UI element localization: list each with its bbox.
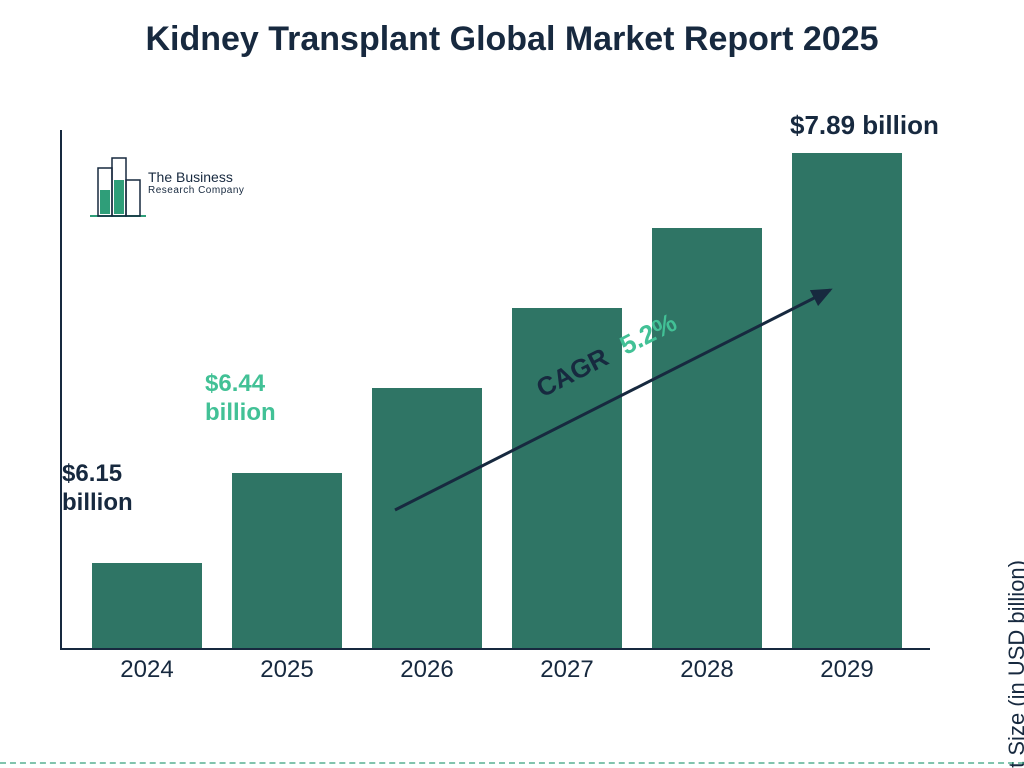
x-axis-label: 2027 xyxy=(497,656,637,684)
x-labels-container: 202420252026202720282029 xyxy=(60,650,930,690)
value-label: $6.15billion xyxy=(62,460,133,518)
bar xyxy=(92,563,202,648)
bar xyxy=(652,228,762,648)
value-label: $6.44billion xyxy=(205,370,276,428)
bottom-divider xyxy=(0,762,1024,764)
x-axis-label: 2026 xyxy=(357,656,497,684)
bar xyxy=(792,153,902,648)
bars-container xyxy=(60,130,930,648)
x-axis-label: 2025 xyxy=(217,656,357,684)
value-label: $7.89 billion xyxy=(790,110,939,141)
x-axis-label: 2028 xyxy=(637,656,777,684)
bar xyxy=(372,388,482,648)
y-axis-title: Market Size (in USD billion) xyxy=(1004,560,1024,768)
chart-area: 202420252026202720282029 CAGR 5.2% xyxy=(60,130,930,690)
x-axis-label: 2029 xyxy=(777,656,917,684)
x-axis-label: 2024 xyxy=(77,656,217,684)
chart-title: Kidney Transplant Global Market Report 2… xyxy=(0,18,1024,61)
bar xyxy=(232,473,342,648)
page-root: Kidney Transplant Global Market Report 2… xyxy=(0,0,1024,768)
